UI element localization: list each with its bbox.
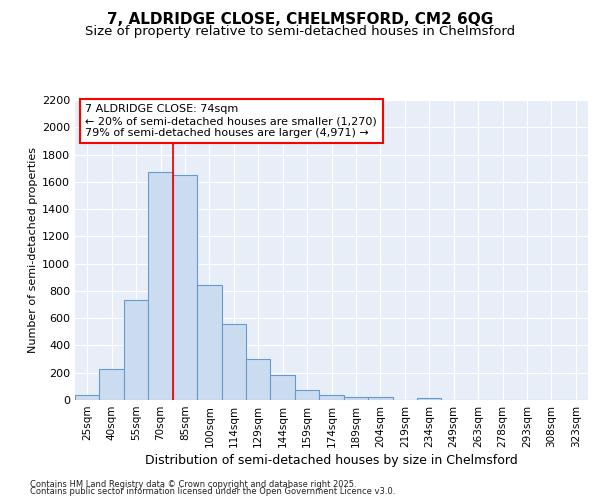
Bar <box>75 394 100 400</box>
Bar <box>100 370 124 400</box>
Text: 7 ALDRIDGE CLOSE: 74sqm
← 20% of semi-detached houses are smaller (1,270)
79% of: 7 ALDRIDGE CLOSE: 74sqm ← 20% of semi-de… <box>85 104 377 138</box>
Bar <box>148 172 173 400</box>
Text: 7, ALDRIDGE CLOSE, CHELMSFORD, CM2 6QG: 7, ALDRIDGE CLOSE, CHELMSFORD, CM2 6QG <box>107 12 493 28</box>
Bar <box>319 395 344 400</box>
Y-axis label: Number of semi-detached properties: Number of semi-detached properties <box>28 147 38 353</box>
Text: Size of property relative to semi-detached houses in Chelmsford: Size of property relative to semi-detach… <box>85 25 515 38</box>
Bar <box>173 175 197 400</box>
Bar <box>197 285 221 400</box>
Bar <box>344 396 368 400</box>
Bar <box>246 359 271 400</box>
Bar <box>368 398 392 400</box>
X-axis label: Distribution of semi-detached houses by size in Chelmsford: Distribution of semi-detached houses by … <box>145 454 518 467</box>
Bar <box>295 390 319 400</box>
Text: Contains public sector information licensed under the Open Government Licence v3: Contains public sector information licen… <box>30 487 395 496</box>
Bar <box>124 300 148 400</box>
Bar <box>417 398 442 400</box>
Bar <box>221 324 246 400</box>
Text: Contains HM Land Registry data © Crown copyright and database right 2025.: Contains HM Land Registry data © Crown c… <box>30 480 356 489</box>
Bar <box>271 375 295 400</box>
